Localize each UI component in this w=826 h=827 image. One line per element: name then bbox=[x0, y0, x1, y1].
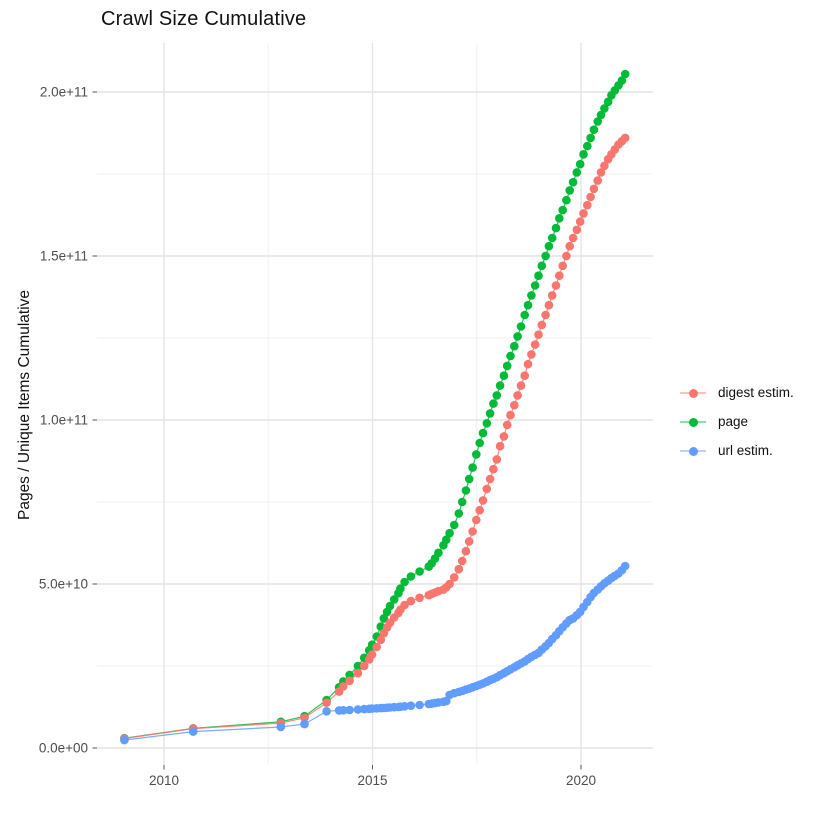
legend-item-url-estim: url estim. bbox=[678, 436, 794, 465]
svg-text:2015: 2015 bbox=[357, 773, 387, 788]
svg-text:2010: 2010 bbox=[149, 773, 179, 788]
legend-item-digest-estim: digest estim. bbox=[678, 378, 794, 407]
legend-label: url estim. bbox=[718, 443, 773, 458]
svg-text:5.0e+10: 5.0e+10 bbox=[39, 577, 88, 592]
legend-key-dot bbox=[689, 388, 698, 398]
legend-key-dot bbox=[689, 446, 698, 456]
legend-item-page: page bbox=[678, 407, 794, 436]
series-digest-estim bbox=[120, 133, 630, 743]
chart-title: Crawl Size Cumulative bbox=[101, 8, 307, 30]
legend: digest estim. page url estim. bbox=[678, 378, 794, 465]
legend-key-icon bbox=[678, 445, 708, 457]
svg-text:2.0e+11: 2.0e+11 bbox=[40, 85, 88, 100]
legend-label: page bbox=[718, 414, 749, 429]
legend-label: digest estim. bbox=[718, 385, 794, 400]
x-tick-labels: 2010 2015 2020 bbox=[149, 773, 596, 788]
svg-text:2020: 2020 bbox=[566, 773, 596, 788]
legend-key-icon bbox=[678, 416, 708, 428]
svg-text:1.0e+11: 1.0e+11 bbox=[40, 413, 88, 428]
svg-text:1.5e+11: 1.5e+11 bbox=[40, 249, 88, 264]
series-url-estim bbox=[120, 561, 630, 745]
y-tick-labels: 0.0e+00 5.0e+10 1.0e+11 1.5e+11 2.0e+11 bbox=[39, 85, 88, 756]
grid-minor bbox=[97, 43, 653, 765]
legend-key-dot bbox=[689, 417, 698, 427]
axis-ticks bbox=[92, 91, 582, 770]
legend-key-icon bbox=[678, 387, 708, 399]
svg-text:0.0e+00: 0.0e+00 bbox=[39, 741, 88, 756]
